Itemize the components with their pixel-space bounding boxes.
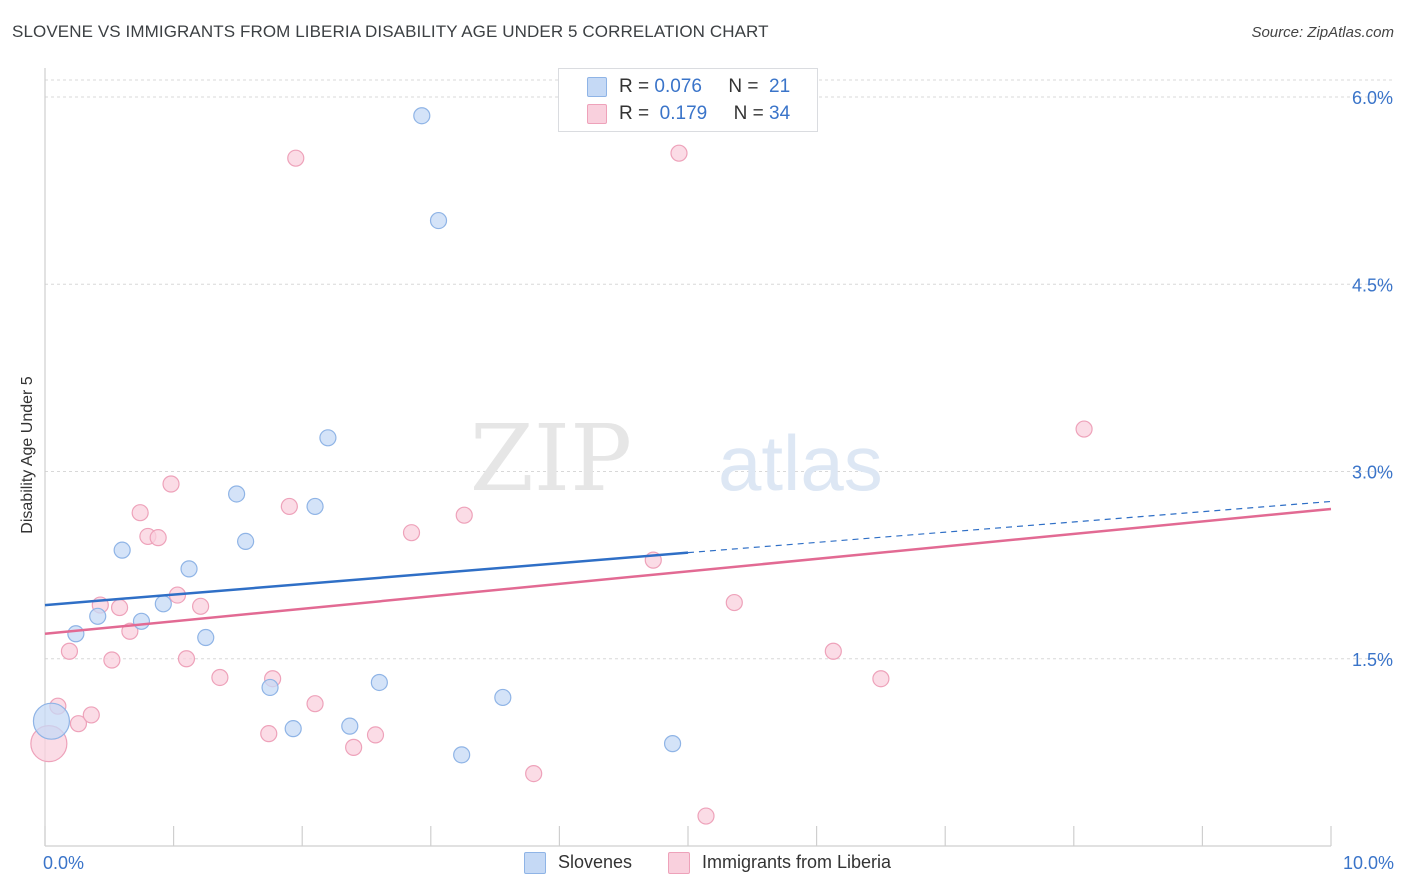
liberia-point [697, 807, 715, 825]
grid-layer [45, 79, 1395, 660]
points-layer [30, 107, 1093, 825]
watermark-zip: ZIP [470, 405, 632, 512]
liberia-point [82, 706, 100, 724]
slovenes-point [197, 628, 215, 647]
liberia-point [306, 695, 324, 713]
slovenes-point [180, 560, 198, 578]
slovenes-point [113, 541, 131, 559]
liberia-point [872, 670, 890, 688]
series-legend: Slovenes Immigrants from Liberia [0, 851, 1406, 877]
slovenes-point [453, 746, 471, 764]
liberia-point [60, 642, 79, 660]
liberia-point [402, 524, 421, 542]
legend-r-label: R = [619, 103, 650, 124]
liberia-point [211, 668, 229, 687]
legend-item-label: Slovenes [558, 852, 633, 872]
slovenes-point [494, 688, 512, 707]
liberia-point [455, 506, 473, 524]
liberia-point [670, 144, 688, 162]
y-tick-label: 1.5% [1352, 650, 1393, 670]
legend-n-value: 34 [769, 103, 791, 124]
legend-item-label: Immigrants from Liberia [702, 852, 892, 872]
liberia-point [131, 504, 149, 522]
correlation-legend: R = 0.076 N = 21 R = 0.179 N = 34 [558, 68, 818, 132]
legend-swatch-pink [668, 852, 690, 874]
slovenes-point [319, 429, 337, 447]
liberia-trend-line [44, 507, 1332, 636]
watermark-atlas: atlas [718, 419, 883, 507]
liberia-point [287, 149, 305, 167]
liberia-point [366, 726, 385, 744]
liberia-point [824, 642, 842, 660]
slovenes-point [341, 717, 359, 735]
legend-swatch-blue [587, 77, 607, 97]
y-tick-label: 6.0% [1352, 88, 1393, 108]
legend-swatch-pink [587, 104, 607, 124]
slovenes-point [132, 612, 151, 630]
slovenes-point [67, 625, 85, 643]
liberia-point [149, 529, 167, 547]
y-tick-label: 4.5% [1352, 275, 1393, 295]
liberia-point [177, 650, 196, 668]
slovenes-point [429, 211, 448, 230]
x-tick-label: 10.0% [1343, 853, 1394, 873]
liberia-point [69, 715, 88, 733]
chart-title: SLOVENE VS IMMIGRANTS FROM LIBERIA DISAB… [12, 22, 769, 41]
slovenes-point [237, 532, 255, 551]
watermark: ZIP atlas [470, 405, 883, 512]
liberia-point [260, 725, 278, 743]
x-tick-label: 0.0% [43, 853, 84, 873]
slovenes-point [32, 702, 71, 740]
legend-n-label: N = [728, 76, 759, 97]
legend-r-label: R = [619, 76, 650, 97]
slovenes-point [154, 595, 172, 613]
slovenes-point [228, 485, 246, 503]
slovenes-point [284, 720, 302, 738]
axis-layer: 1.5% 3.0% 4.5% 6.0% 0.0% 10.0% [43, 68, 1394, 873]
legend-n-label: N = [733, 103, 764, 124]
legend-n-value: 21 [769, 76, 791, 97]
legend-swatch-blue [524, 852, 546, 874]
liberia-point [725, 593, 743, 612]
liberia-point [280, 497, 298, 516]
trend-layer [44, 500, 1332, 636]
y-tick-label: 3.0% [1352, 463, 1393, 483]
slovenes-point [306, 497, 324, 516]
slovenes-point [261, 678, 279, 697]
liberia-point [345, 738, 363, 756]
liberia-point [525, 764, 543, 783]
liberia-point [103, 651, 121, 669]
slovenes-point [89, 607, 107, 625]
liberia-point [110, 598, 129, 617]
legend-r-value: 0.076 [654, 76, 702, 97]
liberia-point [192, 597, 210, 615]
slovenes-point [663, 735, 682, 753]
slovenes-point [370, 673, 388, 692]
slovenes-trend-extension [687, 500, 1332, 554]
source-label: Source: ZipAtlas.com [1251, 24, 1394, 41]
slovenes-point [413, 107, 431, 125]
slovenes-trend-line [44, 551, 689, 607]
liberia-point [162, 475, 180, 493]
liberia-point [121, 622, 139, 640]
legend-r-value: 0.179 [659, 103, 708, 124]
liberia-point [1075, 420, 1093, 438]
